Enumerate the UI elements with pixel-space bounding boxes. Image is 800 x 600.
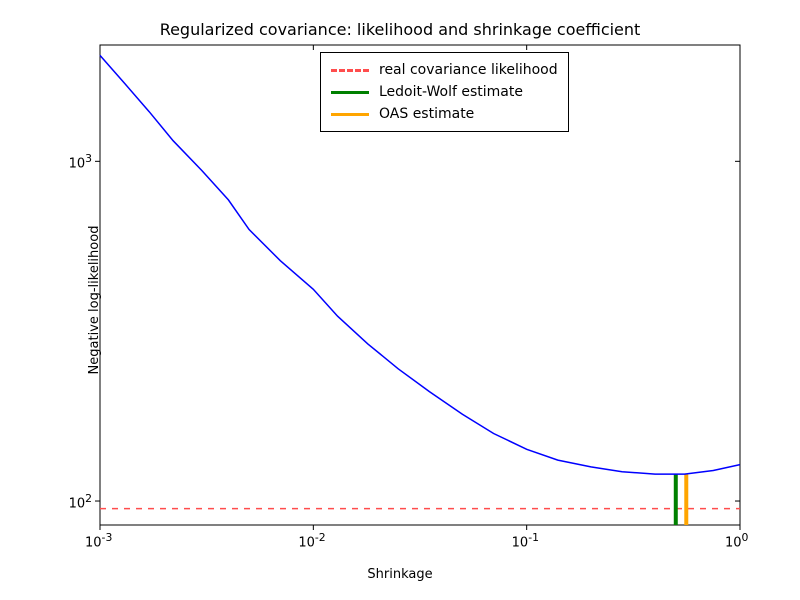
legend-label: real covariance likelihood xyxy=(379,62,558,78)
x-tick-label: 10-1 xyxy=(512,531,539,550)
legend-item: real covariance likelihood xyxy=(331,59,558,81)
x-tick-label: 10-2 xyxy=(298,531,325,550)
figure: Regularized covariance: likelihood and s… xyxy=(0,0,800,600)
legend: real covariance likelihood Ledoit-Wolf es… xyxy=(320,52,569,132)
y-tick-label: 102 xyxy=(69,492,92,511)
legend-label: OAS estimate xyxy=(379,106,474,122)
legend-item: Ledoit-Wolf estimate xyxy=(331,81,558,103)
legend-label: Ledoit-Wolf estimate xyxy=(379,84,523,100)
x-tick-label: 10-3 xyxy=(85,531,112,550)
legend-swatch xyxy=(331,91,369,94)
y-tick-label: 103 xyxy=(69,152,92,171)
legend-swatch xyxy=(331,113,369,116)
legend-item: OAS estimate xyxy=(331,103,558,125)
x-tick-label: 100 xyxy=(725,531,748,550)
legend-swatch xyxy=(331,69,369,72)
